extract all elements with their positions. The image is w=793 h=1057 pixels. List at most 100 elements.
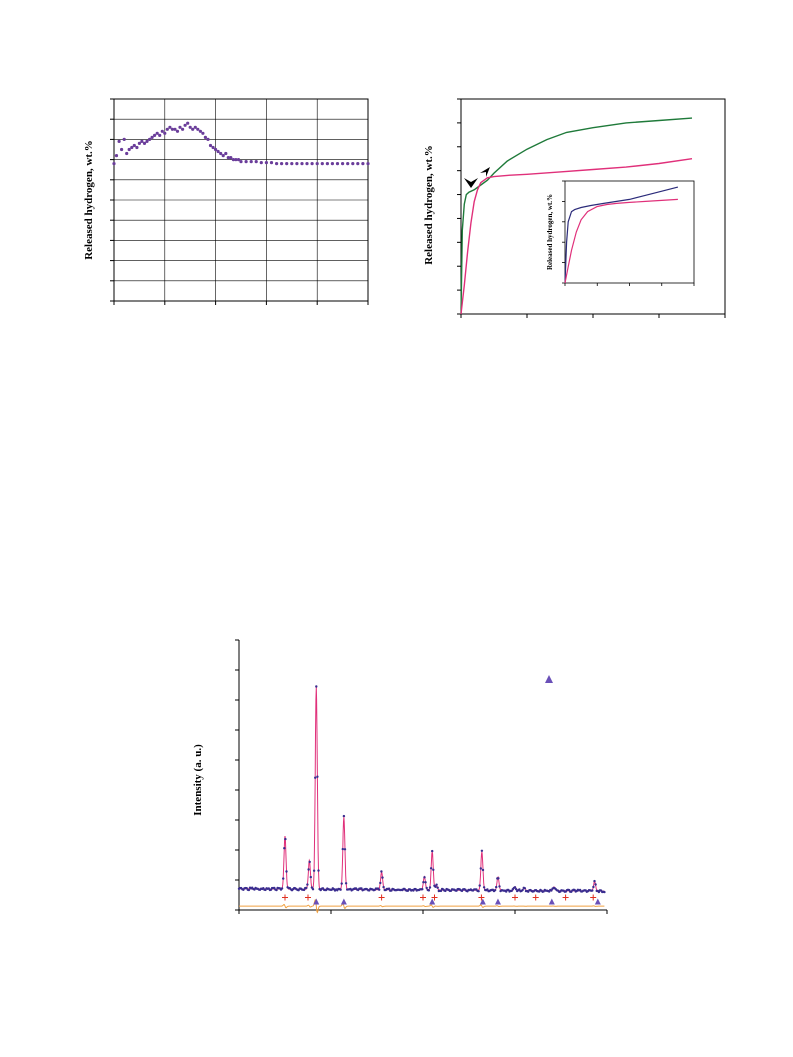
observed-point	[309, 875, 312, 879]
observed-point	[307, 868, 310, 871]
difference-line	[239, 898, 605, 914]
observed-point	[312, 869, 316, 872]
chart-1-data-point	[236, 158, 241, 162]
observed-point	[381, 876, 384, 879]
chart-1-data-point	[137, 141, 141, 145]
observed-point	[423, 876, 426, 879]
observed-point	[518, 888, 521, 891]
chart-1-grid	[114, 99, 368, 301]
plus-reflection-marker	[478, 894, 485, 901]
observed-point	[493, 889, 497, 892]
chart-1-data-point	[254, 160, 258, 164]
observed-point	[477, 890, 480, 893]
plus-reflection-marker	[282, 894, 288, 901]
observed-point	[382, 885, 385, 889]
chart-1-data-point	[231, 158, 235, 162]
observed-point	[317, 869, 320, 872]
observed-point	[597, 890, 601, 894]
chart-1-data-point	[325, 162, 329, 166]
observed-point	[591, 889, 594, 892]
chart-1-data-point	[320, 162, 324, 166]
observed-point	[497, 877, 500, 880]
observed-point	[480, 849, 484, 852]
chart-1-data-point	[165, 127, 169, 131]
chart-1-data-point	[130, 145, 134, 150]
chart-1-data-point	[310, 162, 314, 166]
triangle-reflection-marker	[340, 898, 347, 905]
observed-point	[305, 886, 308, 890]
observed-point	[424, 881, 427, 884]
observed-point	[592, 885, 595, 889]
chart-1-data-point	[275, 162, 279, 166]
chart-2-released-hydrogen-curves: Released hydrogen, wt.% Released hydroge…	[423, 98, 726, 318]
chart-1-data-point	[114, 154, 119, 158]
observed-point	[436, 886, 439, 889]
chart-1-data-point	[178, 125, 182, 129]
observed-point	[427, 889, 431, 892]
chart-1-data-point	[330, 162, 334, 166]
observed-point	[422, 881, 425, 884]
inset-ticks	[562, 180, 695, 286]
observed-point	[315, 685, 318, 688]
observed-point	[340, 882, 343, 885]
chart-1-ticks	[110, 98, 369, 305]
chart-1-data-point	[244, 160, 248, 164]
observed-point	[428, 886, 432, 889]
chart-1-data-point	[203, 135, 207, 139]
observed-point	[510, 889, 513, 893]
chart-1-data-point	[142, 141, 147, 145]
chart-1-data-point	[158, 133, 162, 137]
legend-triangle-marker	[545, 675, 553, 683]
chart-1-data-points	[112, 121, 370, 166]
chart-1-data-point	[122, 137, 126, 141]
observed-point	[603, 890, 606, 894]
inset-series-line-2	[564, 198, 678, 284]
chart-1-data-point	[264, 161, 268, 165]
chart-1-data-point	[117, 139, 121, 143]
chart-1-data-point	[201, 131, 205, 135]
chart-2-series-line-1	[460, 117, 693, 315]
observed-point	[247, 888, 251, 892]
observed-point	[339, 888, 342, 891]
observed-point	[523, 887, 527, 890]
chart-1-data-point	[335, 162, 340, 166]
observed-point	[425, 886, 428, 890]
observed-point	[435, 883, 438, 886]
observed-point	[444, 889, 447, 893]
chart-1-data-point	[155, 131, 159, 135]
chart-1-data-point	[153, 133, 157, 137]
chart-1-data-point	[175, 129, 180, 133]
chart-1-data-point	[315, 162, 319, 166]
observed-point	[282, 877, 285, 880]
plus-reflection-marker	[431, 894, 438, 901]
triangle-reflection-marker	[494, 898, 501, 905]
triangle-reflection-marker	[313, 898, 320, 905]
inset-plot-frame	[564, 180, 695, 284]
chart-1-data-point	[196, 127, 200, 131]
observed-point	[434, 885, 437, 888]
chart-1-data-point	[234, 158, 238, 162]
chart-1-data-point	[208, 143, 213, 148]
plus-reflection-marker	[378, 894, 385, 901]
observed-point	[521, 888, 524, 892]
observed-point	[486, 888, 489, 891]
observed-point	[273, 886, 276, 890]
observed-point	[316, 775, 319, 778]
chart-1-data-point	[356, 162, 360, 166]
chart-1-data-point	[112, 162, 116, 166]
plus-reflection-marker	[305, 894, 311, 901]
triangle-reflection-marker	[594, 898, 601, 905]
plus-reflection-marker	[562, 894, 569, 901]
chart-1-data-point	[341, 162, 345, 166]
observed-point	[283, 847, 286, 850]
inset-series-lines	[564, 186, 679, 284]
chart-1-data-point	[229, 156, 233, 160]
observed-point	[439, 889, 443, 893]
chart-1-data-point	[361, 162, 365, 166]
observed-point	[380, 870, 383, 873]
chart-1-data-point	[249, 160, 253, 164]
chart-2-series-line-2	[460, 158, 693, 315]
chart-1-y-axis-label: Released hydrogen, wt.%	[83, 140, 95, 260]
observed-data-points	[237, 685, 606, 894]
chart-1-data-point	[168, 125, 172, 129]
